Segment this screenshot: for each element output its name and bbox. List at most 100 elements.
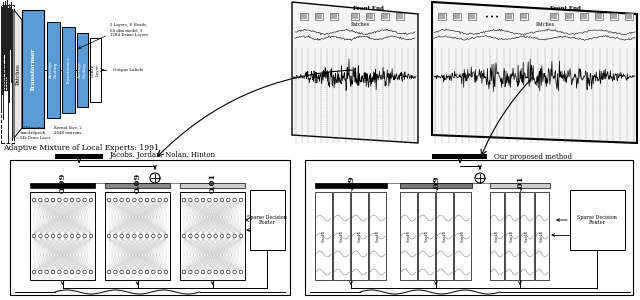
Circle shape [32, 198, 36, 202]
Circle shape [207, 198, 211, 202]
Text: Sparse Decision
Router: Sparse Decision Router [577, 214, 617, 225]
Circle shape [233, 234, 236, 238]
Circle shape [64, 198, 67, 202]
Circle shape [233, 270, 236, 274]
Bar [47, 22, 60, 118]
Bar [580, 13, 588, 20]
Bar [105, 192, 170, 280]
Circle shape [201, 234, 205, 238]
Text: Patches: Patches [351, 22, 369, 28]
Bar [77, 33, 88, 107]
Circle shape [214, 270, 218, 274]
Circle shape [58, 270, 61, 274]
Polygon shape [432, 2, 637, 143]
Circle shape [51, 270, 55, 274]
Bar [397, 14, 403, 19]
Text: Jacobs, Jordan, Nolan, Hinton: Jacobs, Jordan, Nolan, Hinton [110, 151, 216, 159]
Circle shape [207, 270, 211, 274]
Circle shape [164, 198, 168, 202]
Text: Our proposed method: Our proposed method [494, 153, 572, 161]
Circle shape [158, 270, 161, 274]
Circle shape [164, 234, 168, 238]
Bar [565, 13, 573, 20]
Circle shape [189, 198, 192, 202]
Bar [570, 190, 625, 250]
Text: 2048 neurons
cnncdxt/patch
> 64k Dense Layer: 2048 neurons cnncdxt/patch > 64k Dense L… [16, 126, 50, 140]
Circle shape [38, 270, 42, 274]
Bar [351, 192, 368, 280]
Bar [300, 13, 308, 20]
Bar [331, 14, 337, 19]
Text: .09: .09 [432, 176, 440, 190]
Circle shape [220, 270, 224, 274]
Circle shape [38, 198, 42, 202]
Bar [30, 192, 95, 280]
Text: 0.99: 0.99 [58, 173, 67, 193]
Text: Patches: Patches [15, 63, 20, 85]
Circle shape [227, 234, 230, 238]
Circle shape [491, 16, 493, 17]
Text: .99: .99 [347, 176, 355, 190]
Bar [468, 13, 476, 20]
Circle shape [51, 234, 55, 238]
Circle shape [108, 234, 111, 238]
Text: Patches: Patches [536, 22, 555, 28]
Circle shape [70, 234, 74, 238]
Bar [506, 14, 512, 19]
Bar [315, 13, 323, 20]
Circle shape [77, 270, 80, 274]
Bar [418, 192, 435, 280]
Circle shape [152, 234, 155, 238]
Text: 0.09: 0.09 [134, 173, 141, 193]
Bar [315, 192, 332, 280]
Text: Conv1D: Conv1D [495, 230, 499, 242]
Bar [301, 14, 307, 19]
Text: .01: .01 [516, 176, 524, 190]
Text: Front End: Front End [353, 5, 383, 10]
Text: Conv1D: Conv1D [358, 230, 362, 242]
Bar [305, 160, 633, 295]
Circle shape [152, 270, 155, 274]
Bar [453, 13, 461, 20]
Bar [1, 5, 14, 143]
Circle shape [132, 198, 136, 202]
Circle shape [77, 234, 80, 238]
Bar [330, 13, 338, 20]
Bar [551, 14, 557, 19]
Circle shape [201, 270, 205, 274]
Circle shape [189, 234, 192, 238]
Bar [90, 38, 101, 102]
Circle shape [220, 198, 224, 202]
Circle shape [32, 270, 36, 274]
Bar [333, 192, 350, 280]
Text: Conv1D: Conv1D [406, 230, 410, 242]
Text: Average
Pooling: Average Pooling [78, 61, 87, 79]
Bar [369, 192, 386, 280]
Circle shape [195, 270, 198, 274]
Bar [490, 192, 504, 280]
Bar [595, 13, 603, 20]
Bar [454, 192, 471, 280]
Text: Output Labels: Output Labels [113, 68, 143, 72]
Text: Conv1D: Conv1D [461, 230, 465, 242]
Circle shape [195, 198, 198, 202]
Bar [180, 192, 245, 280]
Circle shape [145, 270, 149, 274]
Circle shape [189, 270, 192, 274]
Bar [55, 154, 103, 159]
Text: Front End +: Front End + [4, 57, 10, 92]
Circle shape [113, 198, 117, 202]
Bar [351, 13, 359, 20]
Circle shape [214, 198, 218, 202]
Circle shape [158, 234, 161, 238]
Bar [352, 14, 358, 19]
Text: Kernel Size: 2: Kernel Size: 2 [54, 126, 82, 130]
Text: Average
Pooling: Average Pooling [49, 61, 58, 79]
Bar [438, 13, 446, 20]
Circle shape [182, 198, 186, 202]
Bar [505, 192, 519, 280]
Circle shape [113, 270, 117, 274]
Bar [596, 14, 602, 19]
Circle shape [32, 234, 36, 238]
Circle shape [83, 234, 86, 238]
